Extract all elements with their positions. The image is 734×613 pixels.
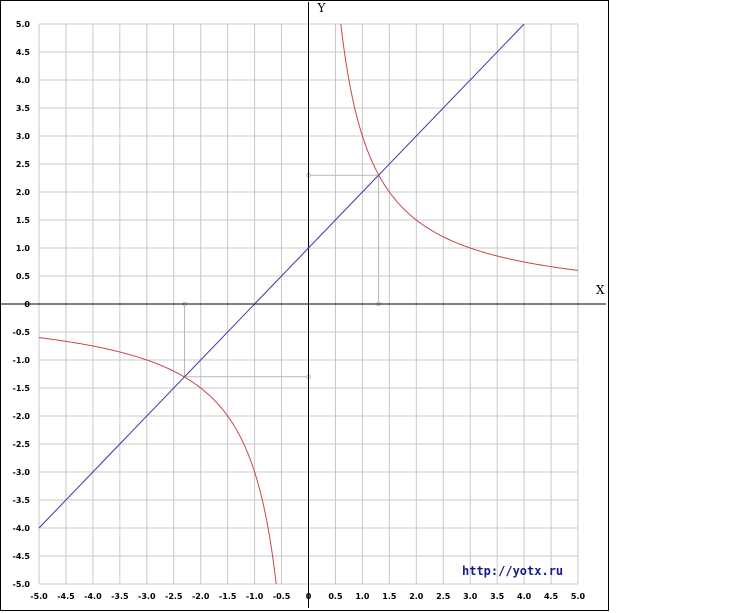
linear-function-line [38, 23, 525, 529]
plot-frame [0, 0, 609, 611]
x-tick-label: -2.0 [192, 592, 210, 601]
x-tick-label: 0.5 [328, 592, 343, 601]
y-tick-label: 4.0 [16, 76, 31, 85]
x-tick-label: 4.5 [544, 592, 559, 601]
x-tick-label: -4.5 [57, 592, 75, 601]
y-tick-label: 1.0 [16, 244, 31, 253]
x-tick-label: 1.5 [382, 592, 397, 601]
y-tick-label: -3.5 [13, 496, 31, 505]
y-tick-label: -4.5 [13, 552, 31, 561]
x-tick-label: 3.5 [490, 592, 505, 601]
hyperbola-branch [38, 337, 277, 585]
y-tick-labels: -5.0 -4.5 -4.0 -3.5 -3.0 -2.5 -2.0 -1.5 -1.0 -0.5… [13, 20, 31, 589]
y-tick-label: -1.5 [13, 384, 31, 393]
x-tick-label: 2.0 [409, 592, 424, 601]
y-tick-label: -2.0 [13, 412, 31, 421]
y-tick-label: 3.5 [16, 104, 31, 113]
x-tick-label: -1.5 [219, 592, 237, 601]
y-axis-label: Y [317, 1, 327, 15]
watermark-text: http://yotx.ru [462, 564, 563, 578]
y-tick-label: 3.0 [16, 132, 31, 141]
x-tick-label: -2.5 [165, 592, 183, 601]
x-tick-label: 0 [306, 592, 312, 601]
hyperbola-branch [340, 23, 579, 271]
x-tick-label: 1.0 [355, 592, 370, 601]
y-tick-label: -4.0 [13, 524, 31, 533]
y-tick-label: -1.0 [13, 356, 31, 365]
y-tick-label: -0.5 [13, 328, 31, 337]
y-tick-label: 2.0 [16, 188, 31, 197]
x-tick-label: -4.0 [84, 592, 102, 601]
x-tick-label: -3.0 [138, 592, 156, 601]
x-tick-label: 4.0 [517, 592, 532, 601]
x-axis-label: X [596, 283, 605, 297]
x-tick-label: 5.0 [571, 592, 586, 601]
y-tick-label: -3.0 [13, 468, 31, 477]
y-tick-label: 0.5 [16, 272, 31, 281]
y-tick-label: -5.0 [13, 580, 31, 589]
y-tick-label: 0 [24, 300, 30, 309]
x-tick-label: 3.0 [463, 592, 478, 601]
y-tick-label: 5.0 [16, 20, 31, 29]
x-tick-label: -3.5 [111, 592, 129, 601]
intersection-guides [182, 172, 381, 380]
y-tick-label: 4.5 [16, 48, 31, 57]
x-tick-labels: -5.0 -4.5 -4.0 -3.5 -3.0 -2.5 -2.0 -1.5 -1.0 -0.5… [30, 592, 585, 601]
x-tick-label: -5.0 [30, 592, 48, 601]
series-layer [38, 23, 579, 585]
y-tick-label: -2.5 [13, 440, 31, 449]
y-tick-label: 1.5 [16, 216, 31, 225]
y-tick-label: 2.5 [16, 160, 31, 169]
x-tick-label: -1.0 [246, 592, 264, 601]
x-tick-label: -0.5 [273, 592, 291, 601]
axes [0, 2, 606, 608]
x-tick-label: 2.5 [436, 592, 451, 601]
